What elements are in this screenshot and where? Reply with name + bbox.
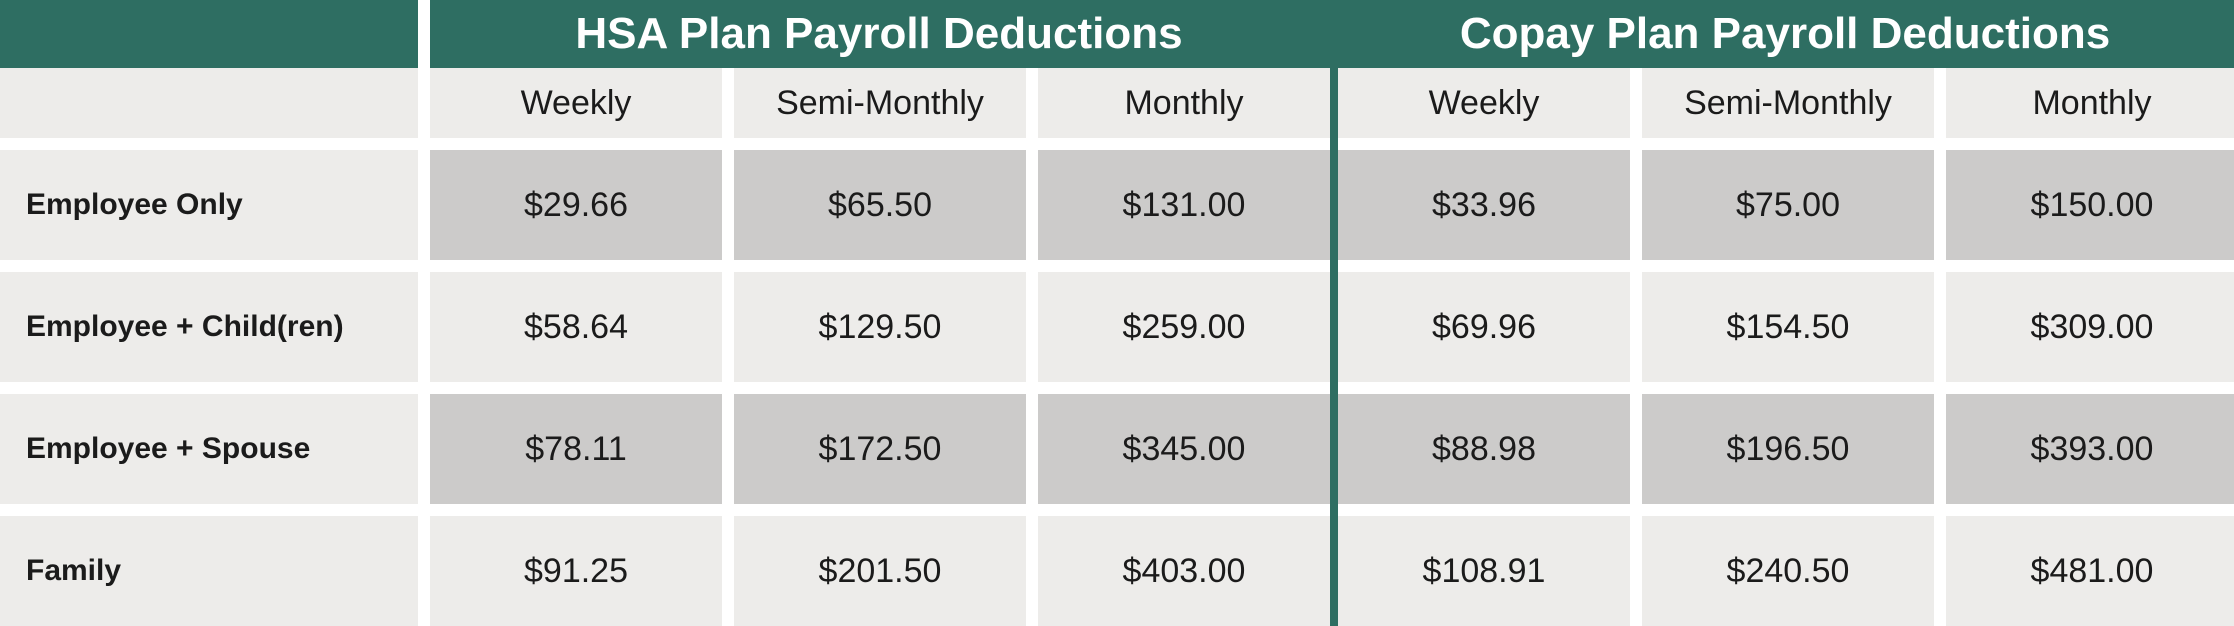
value-cell: $201.50 <box>734 516 1026 626</box>
period-header: Semi-Monthly <box>1642 68 1934 138</box>
value-cell: $259.00 <box>1038 272 1330 382</box>
plan-divider <box>1330 150 1338 260</box>
value-cell: $108.91 <box>1338 516 1630 626</box>
row-label: Employee + Spouse <box>0 394 418 504</box>
period-header: Weekly <box>1338 68 1630 138</box>
value-cell: $196.50 <box>1642 394 1934 504</box>
value-cell: $345.00 <box>1038 394 1330 504</box>
subheader-label-blank <box>0 68 418 138</box>
value-cell: $129.50 <box>734 272 1026 382</box>
value-cell: $154.50 <box>1642 272 1934 382</box>
value-cell: $240.50 <box>1642 516 1934 626</box>
row-label: Family <box>0 516 418 626</box>
table-row: Employee + Spouse$78.11$172.50$345.00$88… <box>0 394 2234 504</box>
value-cell: $481.00 <box>1946 516 2234 626</box>
value-cell: $88.98 <box>1338 394 1630 504</box>
value-cell: $29.66 <box>430 150 722 260</box>
table-row: Family$91.25$201.50$403.00$108.91$240.50… <box>0 516 2234 626</box>
plan-divider <box>1330 516 1338 626</box>
value-cell: $78.11 <box>430 394 722 504</box>
value-cell: $172.50 <box>734 394 1026 504</box>
plan-divider <box>1330 68 1338 138</box>
value-cell: $58.64 <box>430 272 722 382</box>
table-row: Employee Only$29.66$65.50$131.00$33.96$7… <box>0 150 2234 260</box>
plan-divider <box>1328 0 1336 68</box>
payroll-deductions-table: HSA Plan Payroll DeductionsCopay Plan Pa… <box>0 0 2234 626</box>
table-row: Employee + Child(ren)$58.64$129.50$259.0… <box>0 272 2234 382</box>
value-cell: $75.00 <box>1642 150 1934 260</box>
plan-divider <box>1330 272 1338 382</box>
value-cell: $131.00 <box>1038 150 1330 260</box>
plan-divider <box>1330 394 1338 504</box>
period-header: Semi-Monthly <box>734 68 1026 138</box>
value-cell: $65.50 <box>734 150 1026 260</box>
value-cell: $69.96 <box>1338 272 1630 382</box>
period-header: Monthly <box>1038 68 1330 138</box>
period-header-row: WeeklySemi-MonthlyMonthlyWeeklySemi-Mont… <box>0 68 2234 138</box>
plan-title-copay: Copay Plan Payroll Deductions <box>1336 0 2234 68</box>
plan-title-hsa: HSA Plan Payroll Deductions <box>430 0 1328 68</box>
value-cell: $309.00 <box>1946 272 2234 382</box>
value-cell: $33.96 <box>1338 150 1630 260</box>
value-cell: $393.00 <box>1946 394 2234 504</box>
value-cell: $403.00 <box>1038 516 1330 626</box>
value-cell: $150.00 <box>1946 150 2234 260</box>
header-label-blank <box>0 0 418 68</box>
period-header: Weekly <box>430 68 722 138</box>
value-cell: $91.25 <box>430 516 722 626</box>
row-label: Employee Only <box>0 150 418 260</box>
plan-header-row: HSA Plan Payroll DeductionsCopay Plan Pa… <box>0 0 2234 68</box>
row-label: Employee + Child(ren) <box>0 272 418 382</box>
period-header: Monthly <box>1946 68 2234 138</box>
